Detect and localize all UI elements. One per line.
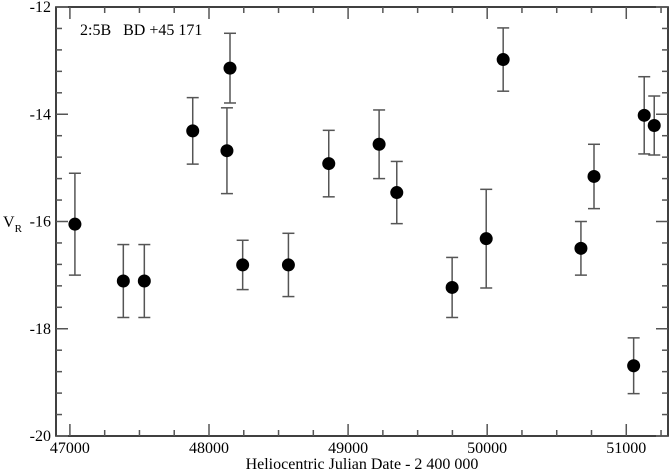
data-point — [574, 241, 588, 255]
data-point — [186, 124, 200, 138]
data-point-group — [116, 243, 130, 319]
y-tick-label: -14 — [30, 106, 51, 123]
data-point-group — [68, 172, 82, 276]
data-point — [68, 217, 82, 231]
data-point-group — [647, 95, 661, 156]
data-point — [372, 137, 386, 151]
data-points — [68, 27, 661, 395]
data-point — [637, 108, 651, 122]
x-tick-label: 50000 — [467, 440, 507, 457]
data-point — [322, 157, 336, 171]
y-tick-label: -18 — [30, 321, 51, 338]
y-axis-title-main: V — [3, 214, 15, 231]
x-tick-label: 49000 — [328, 440, 368, 457]
data-point — [587, 169, 601, 183]
data-point-group — [496, 27, 510, 92]
y-tick-label: -20 — [30, 428, 51, 445]
data-point-group — [236, 239, 250, 291]
axis-ticks — [56, 6, 668, 437]
data-point-group — [372, 109, 386, 180]
annotation-label: 2:5B BD +45 171 — [80, 22, 202, 39]
y-tick-labels: -20 -18 -16 -14 -12 — [30, 0, 51, 445]
x-tick-labels: 47000 48000 49000 50000 51000 — [50, 440, 646, 457]
y-axis-title: VR — [3, 214, 23, 235]
data-point — [647, 119, 661, 133]
y-axis-title-subscript: R — [15, 223, 23, 235]
data-point-group — [137, 243, 151, 319]
data-point-group — [479, 188, 493, 289]
data-point — [496, 53, 510, 67]
data-point-group — [223, 32, 237, 104]
data-point — [137, 274, 151, 288]
x-tick-label: 48000 — [189, 440, 229, 457]
data-point-group — [637, 75, 651, 155]
data-point — [445, 280, 459, 294]
x-tick-label: 47000 — [50, 440, 90, 457]
data-point — [281, 258, 295, 272]
data-point — [390, 186, 404, 200]
data-point-group — [445, 256, 459, 319]
data-point-group — [281, 232, 295, 298]
data-point-group — [390, 160, 404, 225]
y-tick-label: -12 — [30, 0, 51, 16]
data-point — [220, 144, 234, 158]
data-point-group — [220, 107, 234, 195]
y-tick-label: -16 — [30, 214, 51, 231]
data-point — [479, 232, 493, 246]
data-point-group — [186, 96, 200, 165]
data-point-group — [627, 337, 641, 395]
x-axis-title: Heliocentric Julian Date - 2 400 000 — [246, 456, 479, 473]
data-point — [627, 359, 641, 373]
data-point-group — [587, 143, 601, 210]
data-point — [223, 61, 237, 75]
data-point-group — [574, 220, 588, 276]
data-point-group — [322, 129, 336, 198]
data-point — [116, 274, 130, 288]
data-point — [236, 258, 250, 272]
x-tick-label: 51000 — [606, 440, 646, 457]
